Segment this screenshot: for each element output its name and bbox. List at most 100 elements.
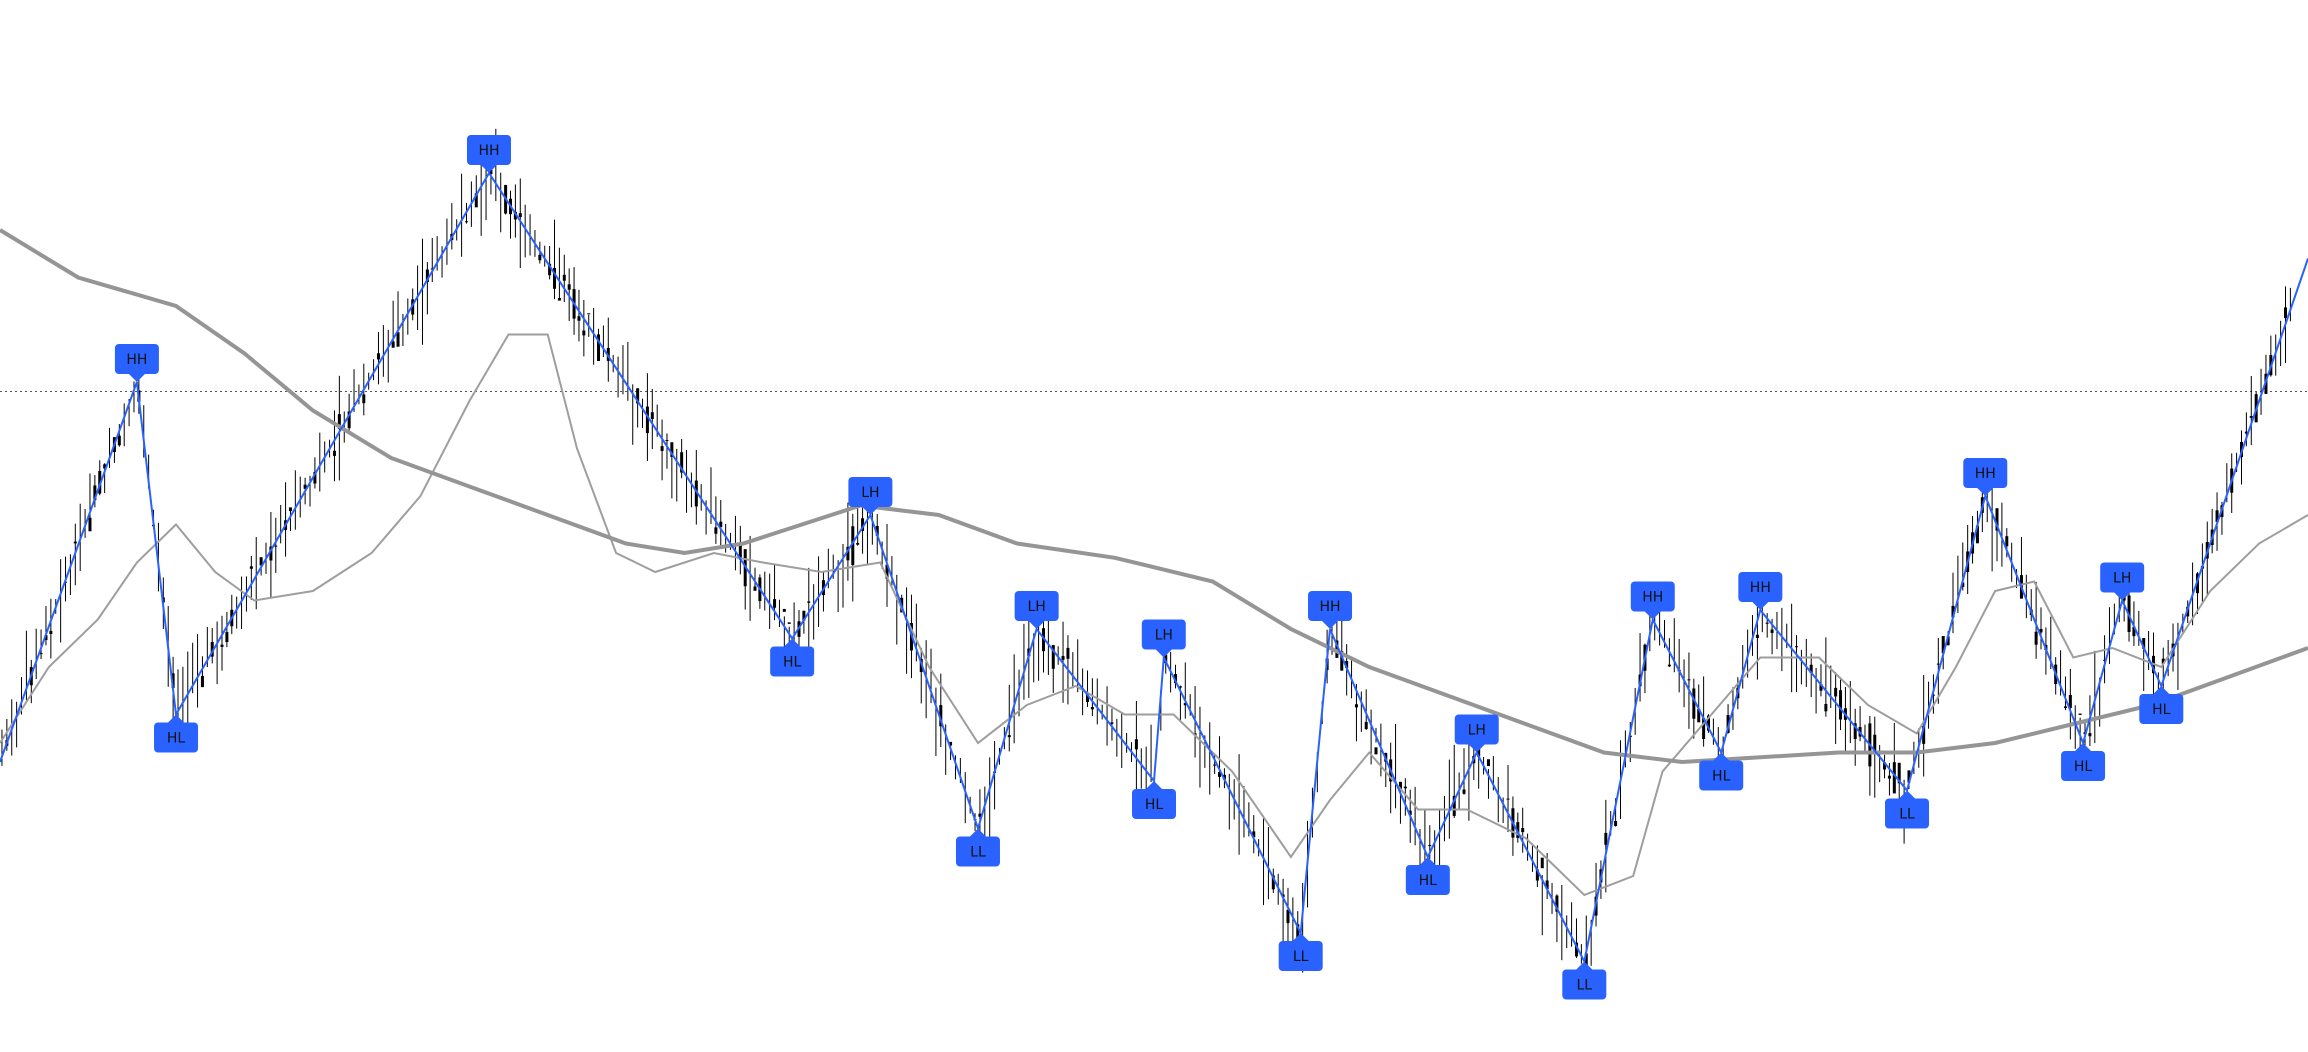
pivot-pointer bbox=[1468, 744, 1485, 753]
candle-body bbox=[1951, 605, 1955, 618]
candle-body bbox=[1213, 764, 1217, 766]
pivot-box bbox=[1141, 619, 1186, 650]
pivot-label: HL bbox=[783, 655, 802, 671]
candle-body bbox=[694, 480, 698, 507]
candle-body bbox=[1516, 822, 1520, 838]
pivot-box bbox=[2061, 751, 2106, 781]
candle-body bbox=[103, 464, 107, 469]
candle-body bbox=[88, 517, 92, 532]
candle-body bbox=[665, 440, 669, 442]
candle-body bbox=[391, 341, 395, 348]
candle-body bbox=[562, 274, 566, 281]
candle-body bbox=[1839, 690, 1843, 720]
candle-body bbox=[1477, 745, 1481, 757]
candle-body bbox=[1936, 663, 1940, 665]
pivot-pointer bbox=[1419, 857, 1436, 865]
candle-body bbox=[1535, 869, 1539, 881]
pivot-box bbox=[154, 722, 199, 753]
candle-body bbox=[332, 450, 336, 456]
pivot-box bbox=[1132, 789, 1176, 819]
candle-body bbox=[396, 332, 400, 347]
candle-body bbox=[269, 546, 273, 561]
pivot-pointer bbox=[1713, 752, 1730, 761]
candle-body bbox=[1555, 895, 1559, 912]
pivot-pointer bbox=[2075, 743, 2092, 751]
candle-body bbox=[2249, 416, 2253, 418]
pivot-marker: HH bbox=[466, 135, 511, 173]
pivot-label: HH bbox=[1975, 466, 1996, 482]
candle-body bbox=[2063, 706, 2067, 709]
pivot-box bbox=[1405, 865, 1450, 895]
fast-ma-line bbox=[0, 333, 2308, 897]
candle-body bbox=[117, 435, 121, 446]
candle-body bbox=[1961, 582, 1965, 587]
candle-body bbox=[1085, 693, 1089, 703]
pivot-label: HL bbox=[1145, 797, 1164, 813]
candle-body bbox=[220, 644, 224, 647]
slow-ma-layer bbox=[0, 228, 2308, 765]
candle-body bbox=[1922, 725, 1926, 744]
candle-body bbox=[313, 471, 317, 484]
pivot-box bbox=[1630, 581, 1675, 612]
candle-body bbox=[1345, 661, 1349, 669]
candle-body bbox=[1540, 857, 1544, 869]
candle-body bbox=[376, 353, 380, 360]
candle-body bbox=[949, 741, 953, 746]
pivot-pointer bbox=[1146, 781, 1162, 789]
candle-body bbox=[1946, 636, 1950, 646]
candle-body bbox=[1252, 831, 1256, 838]
candle-body bbox=[846, 546, 850, 561]
candle-body bbox=[553, 267, 557, 289]
pivot-pointer bbox=[862, 507, 879, 515]
candle-body bbox=[1007, 735, 1011, 738]
candle-body bbox=[1755, 634, 1759, 639]
candle-body bbox=[1286, 909, 1290, 924]
candle-body bbox=[425, 269, 429, 282]
pivot-pointer bbox=[784, 638, 801, 647]
candle-body bbox=[1809, 664, 1813, 674]
candle-body bbox=[73, 541, 77, 544]
pivot-label: LH bbox=[1027, 599, 1045, 615]
candle-body bbox=[1408, 810, 1412, 816]
pivot-label: HH bbox=[1642, 590, 1663, 606]
candle-body bbox=[538, 254, 542, 261]
candle-body bbox=[1941, 636, 1945, 654]
pivot-marker: HL bbox=[1699, 752, 1744, 791]
pivot-marker: HH bbox=[1630, 581, 1675, 620]
candle-body bbox=[2005, 536, 2009, 547]
candle-body bbox=[1452, 795, 1456, 816]
pivot-pointer bbox=[1576, 961, 1593, 970]
zigzag-layer bbox=[0, 171, 2308, 965]
candle-body bbox=[259, 557, 263, 566]
pivot-pointer bbox=[1292, 933, 1309, 941]
candle-body bbox=[807, 601, 811, 603]
candle-body bbox=[1574, 942, 1578, 957]
pivot-pointer bbox=[128, 374, 145, 382]
candle-body bbox=[1853, 723, 1857, 740]
candle-body bbox=[875, 525, 879, 536]
pivot-marker: HL bbox=[1132, 781, 1176, 819]
candle-body bbox=[1051, 645, 1055, 669]
candle-body bbox=[1296, 924, 1300, 940]
candle-body bbox=[1697, 709, 1701, 723]
candle-body bbox=[1398, 781, 1402, 791]
candle-body bbox=[1090, 707, 1094, 710]
candle-body bbox=[636, 388, 640, 404]
candle-body bbox=[303, 484, 307, 489]
pivot-label: LL bbox=[1293, 949, 1309, 965]
candle-body bbox=[249, 566, 253, 569]
candle-body bbox=[885, 564, 889, 579]
candle-body bbox=[93, 485, 97, 501]
candle-body bbox=[1134, 739, 1138, 750]
candle-body bbox=[1692, 688, 1696, 719]
candle-body bbox=[787, 622, 791, 624]
candle-body bbox=[782, 608, 786, 612]
candle-body bbox=[802, 610, 806, 621]
pivot-pointer bbox=[1644, 611, 1661, 620]
candle-body bbox=[1975, 525, 1979, 544]
pivot-pointer bbox=[1028, 621, 1045, 629]
pivot-box bbox=[1699, 760, 1744, 791]
candle-body bbox=[1995, 508, 1999, 531]
candle-body bbox=[1428, 844, 1432, 847]
candle-body bbox=[1340, 651, 1344, 671]
